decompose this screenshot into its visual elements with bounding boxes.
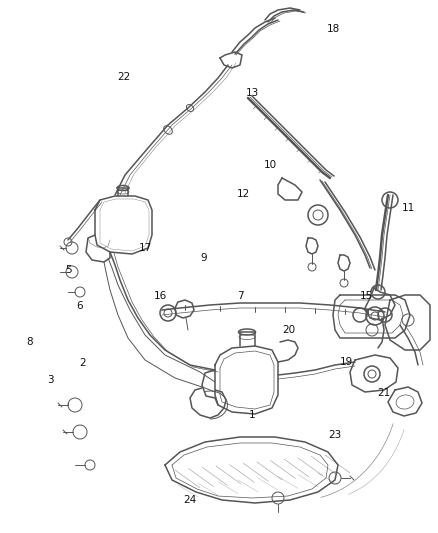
Text: 15: 15 xyxy=(359,291,373,301)
Text: 11: 11 xyxy=(401,203,415,213)
Text: 6: 6 xyxy=(77,301,83,311)
Text: 8: 8 xyxy=(27,337,33,347)
Text: 7: 7 xyxy=(237,291,244,301)
Text: 17: 17 xyxy=(138,243,152,253)
Text: 19: 19 xyxy=(339,357,353,367)
Text: 1: 1 xyxy=(249,410,255,420)
Text: 24: 24 xyxy=(184,495,197,505)
Text: 22: 22 xyxy=(117,72,131,82)
Text: 10: 10 xyxy=(263,160,276,170)
Text: 2: 2 xyxy=(80,358,86,368)
Text: 9: 9 xyxy=(201,253,207,263)
Text: 12: 12 xyxy=(237,189,250,199)
Text: 20: 20 xyxy=(283,325,296,335)
Text: 18: 18 xyxy=(326,24,339,34)
Text: 5: 5 xyxy=(65,265,71,275)
Text: 23: 23 xyxy=(328,430,342,440)
Text: 3: 3 xyxy=(47,375,53,385)
Text: 16: 16 xyxy=(153,291,166,301)
Text: 13: 13 xyxy=(245,88,258,98)
Text: 21: 21 xyxy=(378,388,391,398)
